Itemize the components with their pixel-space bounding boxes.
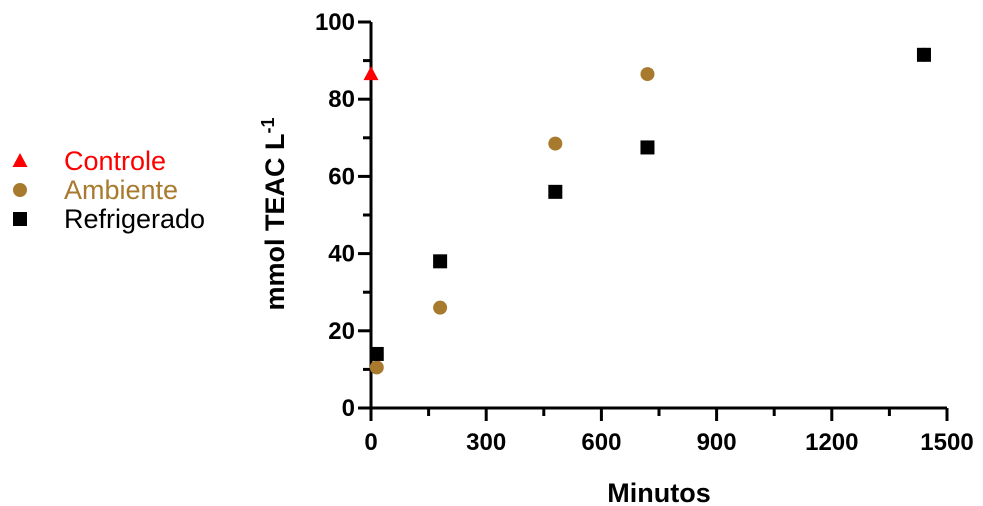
data-point-controle bbox=[363, 66, 379, 81]
y-axis-title: mmol TEAC L-1 bbox=[258, 117, 290, 310]
data-point-ambiente bbox=[369, 360, 384, 375]
data-point-ambiente bbox=[640, 67, 655, 82]
y-tick-label: 20 bbox=[328, 318, 355, 345]
data-point-refrigerado bbox=[916, 47, 931, 62]
data-point-ambiente bbox=[548, 136, 563, 151]
x-tick-label: 0 bbox=[364, 429, 377, 456]
y-axis-tick-labels: 0 20 40 60 80 100 bbox=[315, 9, 355, 422]
y-tick-label: 0 bbox=[342, 395, 355, 422]
x-axis-tick-labels: 0 300 600 900 1200 1500 bbox=[364, 429, 973, 456]
legend-label-ambiente: Ambiente bbox=[64, 175, 178, 205]
data-points bbox=[363, 47, 931, 375]
data-point-ambiente bbox=[433, 300, 448, 315]
x-tick-label: 300 bbox=[466, 429, 506, 456]
x-tick-label: 900 bbox=[697, 429, 737, 456]
y-tick-label: 40 bbox=[328, 241, 355, 268]
y-tick-label: 80 bbox=[328, 86, 355, 113]
legend-marker-ambiente bbox=[13, 183, 27, 197]
legend-label-controle: Controle bbox=[64, 146, 166, 176]
y-tick-label: 60 bbox=[328, 163, 355, 190]
x-axis-title: Minutos bbox=[607, 478, 710, 506]
x-tick-label: 1200 bbox=[805, 429, 858, 456]
data-point-refrigerado bbox=[369, 346, 384, 361]
legend-label-refrigerado: Refrigerado bbox=[64, 204, 205, 234]
legend-marker-controle bbox=[12, 153, 28, 167]
legend-marker-refrigerado bbox=[13, 212, 27, 226]
data-point-refrigerado bbox=[640, 140, 655, 155]
axes bbox=[358, 20, 949, 421]
x-tick-label: 1500 bbox=[920, 429, 973, 456]
y-tick-label: 100 bbox=[315, 9, 355, 36]
y-axis-title-superscript: -1 bbox=[258, 117, 278, 133]
y-axis-title-main: mmol TEAC L bbox=[260, 134, 290, 311]
x-tick-label: 600 bbox=[581, 429, 621, 456]
data-point-refrigerado bbox=[433, 254, 448, 269]
data-point-refrigerado bbox=[548, 184, 563, 199]
